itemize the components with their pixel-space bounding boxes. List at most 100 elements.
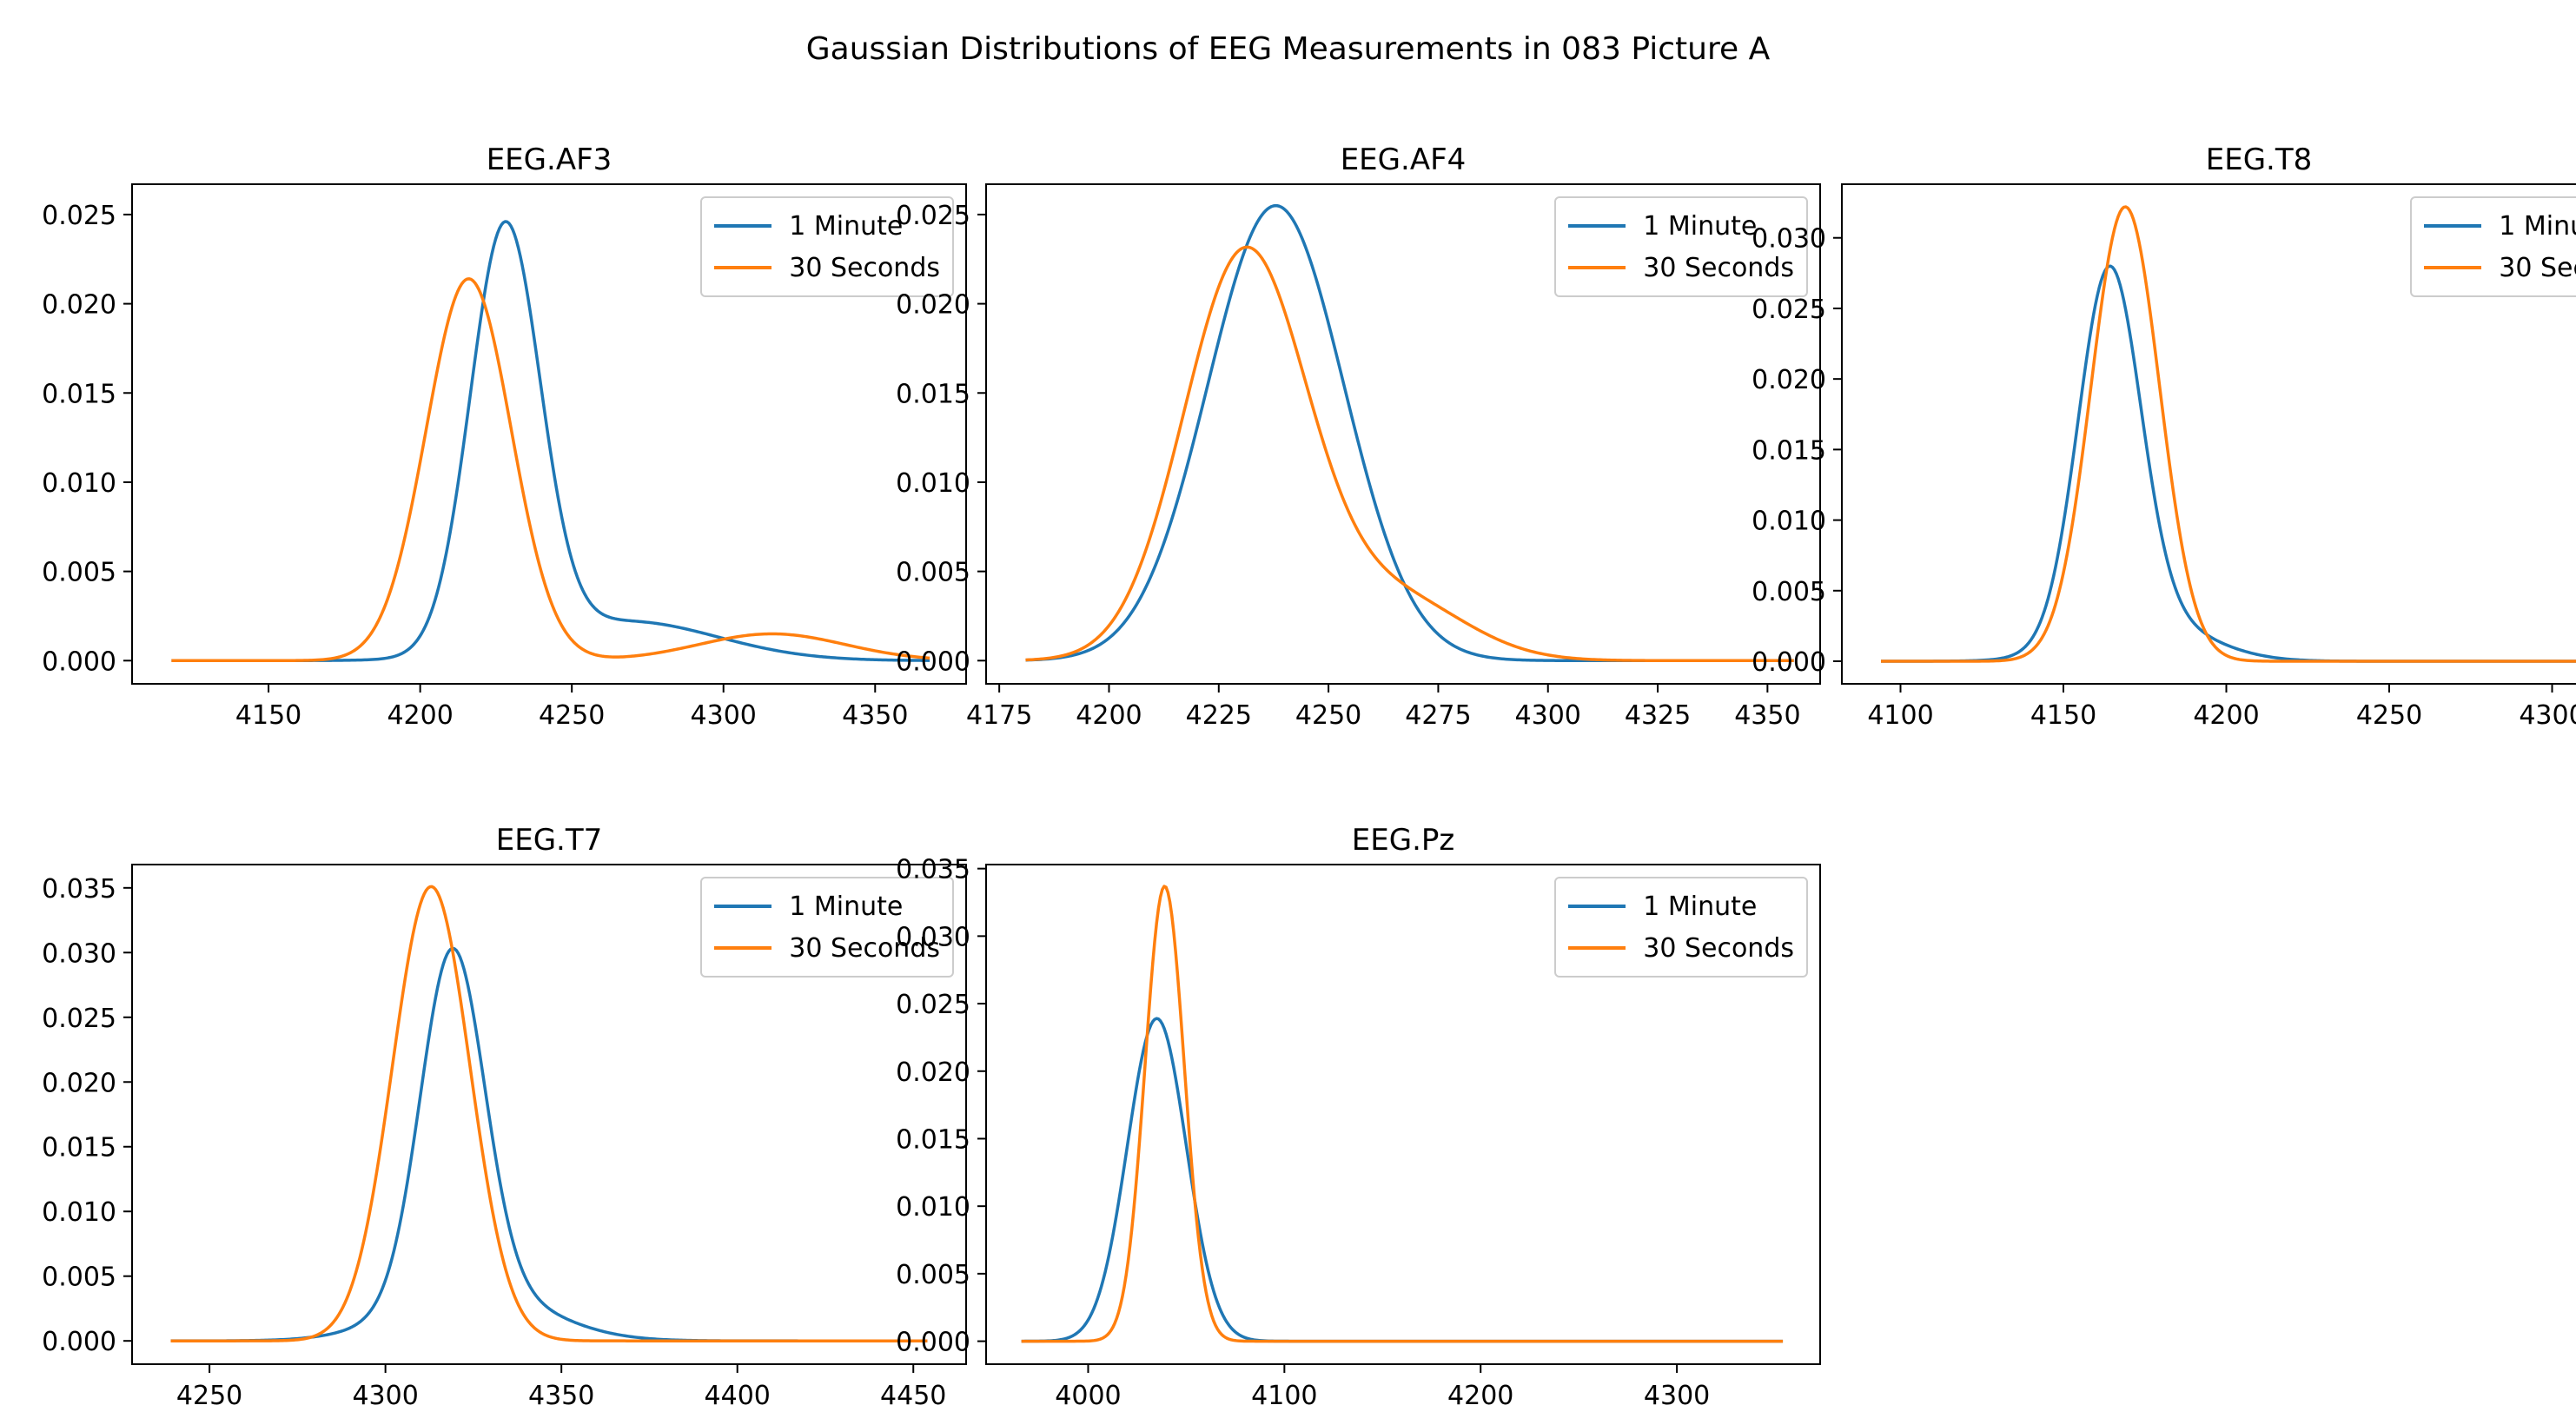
x-tick-label: 4200 — [387, 700, 453, 731]
y-tick-label: 0.025 — [896, 990, 970, 1020]
subplot-title: EEG.AF3 — [486, 142, 613, 177]
legend: 1 Minute 30 Seconds — [1554, 877, 1808, 978]
legend-swatch — [1568, 946, 1626, 950]
legend-label: 1 Minute — [1643, 210, 1758, 242]
legend-label: 30 Seconds — [1643, 252, 1794, 283]
x-tick-label: 4250 — [1295, 700, 1361, 731]
y-tick-label: 0.020 — [896, 290, 970, 321]
legend-swatch — [714, 266, 772, 269]
x-tick-label: 4200 — [2193, 700, 2259, 731]
y-tick-label: 0.030 — [42, 938, 116, 969]
y-tick-label: 0.015 — [42, 379, 116, 409]
y-tick-label: 0.015 — [896, 1124, 970, 1155]
series-line-30-seconds — [1025, 245, 1794, 663]
y-tick-label: 0.005 — [42, 1263, 116, 1293]
axes-frame — [131, 183, 967, 685]
x-tick-label: 4450 — [880, 1381, 946, 1411]
legend-entry: 30 Seconds — [714, 247, 940, 288]
y-tick-label: 0.015 — [42, 1133, 116, 1163]
y-tick-label: 0.000 — [896, 1328, 970, 1358]
x-tick-label: 4350 — [528, 1381, 594, 1411]
legend-label: 30 Seconds — [789, 932, 940, 964]
legend-entry: 1 Minute — [714, 205, 940, 247]
legend-swatch — [714, 224, 772, 228]
y-tick-label: 0.000 — [42, 1327, 116, 1357]
legend-swatch — [1568, 905, 1626, 908]
x-tick-label: 4250 — [176, 1381, 242, 1411]
x-tick-label: 4175 — [966, 700, 1032, 731]
legend-entry: 1 Minute — [714, 885, 940, 927]
y-tick-label: 0.025 — [1752, 295, 1826, 325]
x-tick-label: 4200 — [1447, 1381, 1513, 1411]
y-tick-label: 0.025 — [896, 201, 970, 231]
axes-frame — [1841, 183, 2576, 685]
y-tick-label: 0.000 — [42, 646, 116, 677]
legend-swatch — [1568, 266, 1626, 269]
x-tick-label: 4300 — [1644, 1381, 1710, 1411]
axes-frame — [985, 183, 1821, 685]
legend-entry: 1 Minute — [1568, 205, 1794, 247]
x-tick-label: 4250 — [2356, 700, 2422, 731]
legend-entry: 30 Seconds — [714, 927, 940, 969]
subplot-eeg-t8: EEG.T8 0.000 0.005 0.010 0.015 0.020 0.025 0.03… — [1752, 142, 2576, 731]
y-tick-label: 0.005 — [42, 558, 116, 588]
x-tick-label: 4350 — [1734, 700, 1800, 731]
legend-label: 1 Minute — [789, 210, 904, 242]
x-tick-label: 4100 — [1867, 700, 1933, 731]
plot-area: 0.000 0.005 0.010 0.015 0.020 0.025 4175 4200 42… — [896, 183, 1821, 731]
y-tick-label: 0.005 — [896, 1260, 970, 1290]
y-tick-label: 0.010 — [42, 468, 116, 499]
y-tick-label: 0.015 — [896, 379, 970, 409]
x-tick-label: 4300 — [691, 700, 757, 731]
legend-label: 30 Seconds — [1643, 932, 1794, 964]
y-tick-label: 0.005 — [1752, 577, 1826, 607]
legend-entry: 30 Seconds — [1568, 927, 1794, 969]
y-tick-label: 0.020 — [42, 290, 116, 321]
legend-label: 1 Minute — [2499, 210, 2576, 242]
x-tick-label: 4300 — [1515, 700, 1581, 731]
legend-swatch — [2424, 224, 2482, 228]
y-tick-label: 0.025 — [42, 201, 116, 231]
subplot-eeg-af3: EEG.AF3 0.000 0.005 0.010 0.015 0.020 0.025 415… — [42, 142, 967, 731]
legend-swatch — [714, 946, 772, 950]
legend-label: 30 Seconds — [789, 252, 940, 283]
series-line-30-seconds — [171, 277, 930, 663]
x-tick-label: 4350 — [842, 700, 908, 731]
legend-swatch — [2424, 266, 2482, 269]
legend-swatch — [1568, 224, 1626, 228]
plot-area: 0.000 0.005 0.010 0.015 0.020 0.025 4150 4200 42… — [42, 183, 967, 731]
subplot-eeg-pz: EEG.Pz 0.000 0.005 0.010 0.015 0.020 0.025 0.03… — [896, 823, 1821, 1411]
legend-entry: 30 Seconds — [1568, 247, 1794, 288]
legend: 1 Minute 30 Seconds — [700, 196, 954, 297]
legend-swatch — [714, 905, 772, 908]
y-tick-label: 0.005 — [896, 558, 970, 588]
x-tick-label: 4200 — [1076, 700, 1142, 731]
y-tick-label: 0.015 — [1752, 435, 1826, 466]
x-tick-label: 4225 — [1186, 700, 1252, 731]
plot-area: 0.000 0.005 0.010 0.015 0.020 0.025 0.030 0.035… — [896, 855, 1821, 1411]
y-tick-label: 0.010 — [896, 468, 970, 499]
x-tick-label: 4250 — [539, 700, 605, 731]
axes-frame — [985, 864, 1821, 1365]
y-tick-label: 0.010 — [1752, 507, 1826, 537]
legend: 1 Minute 30 Seconds — [2410, 196, 2576, 297]
series-line-1-minute — [1881, 264, 2576, 663]
plot-area: 0.000 0.005 0.010 0.015 0.020 0.025 0.030 4100 4… — [1752, 183, 2576, 731]
x-tick-label: 4400 — [705, 1381, 771, 1411]
y-tick-label: 0.025 — [42, 1004, 116, 1034]
series-line-1-minute — [170, 946, 928, 1342]
x-tick-label: 4325 — [1625, 700, 1691, 731]
legend-entry: 1 Minute — [1568, 885, 1794, 927]
y-tick-label: 0.035 — [42, 874, 116, 905]
legend-label: 1 Minute — [1643, 891, 1758, 922]
x-tick-label: 4100 — [1251, 1381, 1317, 1411]
subplot-title: EEG.AF4 — [1340, 142, 1467, 177]
y-tick-label: 0.020 — [1752, 365, 1826, 395]
y-tick-label: 0.030 — [1752, 224, 1826, 255]
y-tick-label: 0.010 — [42, 1197, 116, 1228]
subplot-eeg-t7: EEG.T7 0.000 0.005 0.010 0.015 0.020 0.025 0.03… — [42, 823, 967, 1411]
subplot-title: EEG.T7 — [495, 823, 603, 858]
x-tick-label: 4275 — [1405, 700, 1471, 731]
subplot-eeg-af4: EEG.AF4 0.000 0.005 0.010 0.015 0.020 0.025 417… — [896, 142, 1821, 731]
